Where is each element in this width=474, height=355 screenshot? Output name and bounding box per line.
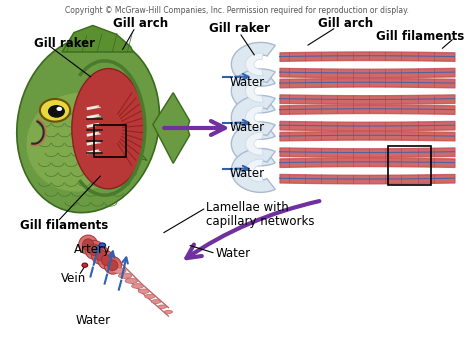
Ellipse shape <box>98 251 116 269</box>
Wedge shape <box>231 95 275 139</box>
Ellipse shape <box>118 273 132 278</box>
Ellipse shape <box>27 93 131 192</box>
Text: Water: Water <box>230 121 265 135</box>
Wedge shape <box>231 69 275 113</box>
Wedge shape <box>231 148 275 192</box>
Ellipse shape <box>101 255 112 266</box>
Ellipse shape <box>72 69 145 189</box>
Text: Gill arch: Gill arch <box>112 17 168 30</box>
Text: Gill filaments: Gill filaments <box>375 29 464 43</box>
Text: Copyright © McGraw-Hill Companies, Inc. Permission required for reproduction or : Copyright © McGraw-Hill Companies, Inc. … <box>65 6 409 15</box>
Ellipse shape <box>125 278 138 283</box>
Polygon shape <box>153 93 190 163</box>
Text: Gill raker: Gill raker <box>34 37 95 50</box>
Ellipse shape <box>164 310 173 313</box>
Circle shape <box>82 263 88 267</box>
Ellipse shape <box>132 284 144 288</box>
Wedge shape <box>246 132 263 155</box>
Text: Artery: Artery <box>74 244 111 257</box>
Circle shape <box>40 99 70 122</box>
Ellipse shape <box>89 244 100 256</box>
Wedge shape <box>231 42 275 86</box>
Ellipse shape <box>145 294 155 299</box>
Ellipse shape <box>151 300 161 304</box>
Ellipse shape <box>138 289 149 293</box>
Circle shape <box>56 107 62 111</box>
Wedge shape <box>246 80 263 102</box>
Bar <box>388 146 431 185</box>
Text: Water: Water <box>230 168 265 180</box>
Circle shape <box>99 243 106 248</box>
Circle shape <box>48 105 65 118</box>
Text: Water: Water <box>216 247 251 260</box>
Bar <box>94 125 127 157</box>
Wedge shape <box>231 122 275 166</box>
Text: Water: Water <box>230 76 265 88</box>
Text: capillary networks: capillary networks <box>206 215 315 228</box>
Text: Vein: Vein <box>61 272 87 285</box>
Text: Gill arch: Gill arch <box>318 17 373 30</box>
Text: Water: Water <box>75 314 110 327</box>
Ellipse shape <box>85 240 103 260</box>
Ellipse shape <box>79 235 98 255</box>
Text: Lamellae with: Lamellae with <box>206 201 289 214</box>
Wedge shape <box>246 159 263 182</box>
Ellipse shape <box>112 268 126 273</box>
Ellipse shape <box>158 305 167 308</box>
Polygon shape <box>112 142 147 160</box>
Ellipse shape <box>91 246 109 264</box>
Ellipse shape <box>17 36 159 213</box>
Ellipse shape <box>108 260 118 271</box>
Ellipse shape <box>82 239 94 251</box>
Text: Gill filaments: Gill filaments <box>19 219 108 232</box>
Ellipse shape <box>95 250 106 261</box>
Ellipse shape <box>104 257 121 274</box>
Polygon shape <box>62 26 133 52</box>
Wedge shape <box>246 106 263 129</box>
Text: Gill raker: Gill raker <box>209 22 270 36</box>
Wedge shape <box>246 53 263 76</box>
